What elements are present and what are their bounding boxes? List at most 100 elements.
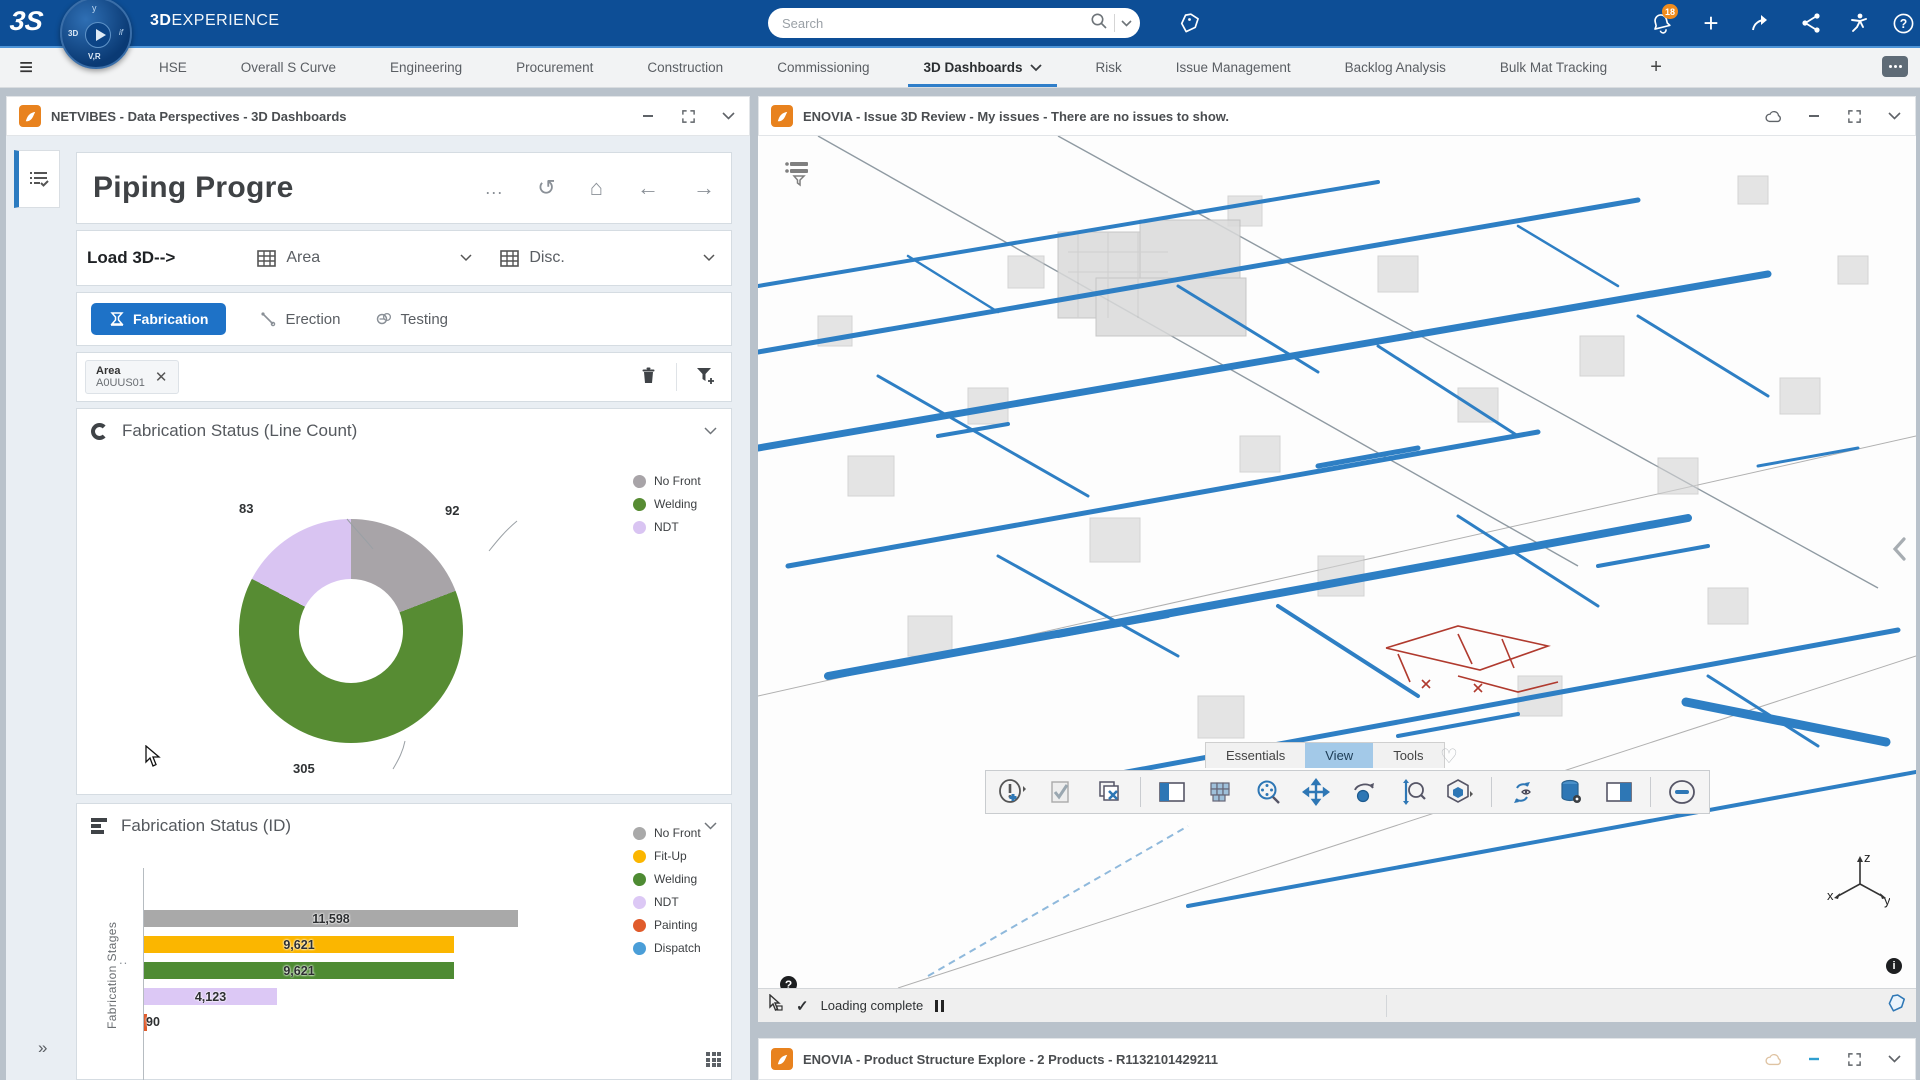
back-arrow-icon[interactable]: ← <box>637 175 659 200</box>
dassault-3ds-logo[interactable]: 3S <box>8 6 45 36</box>
3dexperience-compass[interactable]: y 3D if V,R <box>60 0 132 69</box>
tag-icon[interactable] <box>1176 10 1202 36</box>
minimize-icon[interactable] <box>639 107 657 125</box>
legend-item-welding[interactable]: Welding <box>633 497 701 511</box>
search-icon[interactable] <box>1090 12 1108 35</box>
validate-check-icon[interactable] <box>1044 775 1078 809</box>
more-options-button[interactable]: ... <box>485 177 504 198</box>
tab-issue-management[interactable]: Issue Management <box>1175 60 1291 75</box>
chat-icon[interactable] <box>1882 56 1908 77</box>
viewport-tab-essentials[interactable]: Essentials <box>1226 748 1286 763</box>
tab-3d-dashboards[interactable]: 3D Dashboards <box>896 48 1068 87</box>
tab-erection[interactable]: Erection <box>260 311 341 328</box>
reset-icon[interactable]: ↺ <box>537 175 556 200</box>
bar-welding[interactable]: 9,621 <box>144 962 518 979</box>
zoom-area-icon[interactable] <box>1251 775 1285 809</box>
tag-blue-icon[interactable] <box>1886 993 1906 1018</box>
forward-arrow-icon[interactable]: → <box>693 175 715 200</box>
user-assistance-icon[interactable] <box>1846 10 1872 36</box>
chevron-down-icon[interactable] <box>719 107 737 125</box>
remove-filter-icon[interactable]: ✕ <box>154 369 168 386</box>
viewport-tab-view[interactable]: View <box>1305 743 1374 768</box>
tab-construction[interactable]: Construction <box>647 60 724 75</box>
pointer-cursor-icon[interactable] <box>768 993 784 1017</box>
hide-icon[interactable] <box>1665 775 1699 809</box>
maximize-icon[interactable] <box>1845 1050 1863 1068</box>
pan-icon[interactable] <box>1299 775 1333 809</box>
tab-commissioning[interactable]: Commissioning <box>777 60 870 75</box>
issue-update-icon[interactable] <box>996 775 1030 809</box>
minimize-icon[interactable] <box>1805 1050 1823 1068</box>
minimize-icon[interactable] <box>1805 107 1823 125</box>
piping-3d-scene[interactable] <box>758 136 1916 988</box>
refresh-visibility-icon[interactable] <box>1506 775 1540 809</box>
add-filter-icon[interactable] <box>695 365 717 390</box>
info-icon[interactable]: i <box>1886 958 1902 974</box>
sidebar-filter-tab[interactable] <box>14 150 60 208</box>
collapse-panel-chevron-icon[interactable] <box>1890 536 1910 567</box>
cloud-icon[interactable] <box>1765 107 1783 125</box>
grid-section-icon[interactable] <box>1203 775 1237 809</box>
bar-no-front[interactable]: 11,598 <box>144 910 518 927</box>
tab-procurement[interactable]: Procurement <box>516 60 594 75</box>
search-input[interactable] <box>782 15 1090 31</box>
split-view-icon[interactable] <box>1155 775 1189 809</box>
search-scope-dropdown[interactable] <box>1121 14 1132 32</box>
view-data-grid-icon[interactable] <box>706 1052 723 1069</box>
split-panel-icon[interactable] <box>1602 775 1636 809</box>
viewport-tab-tools[interactable]: Tools <box>1393 748 1424 763</box>
bar-painting[interactable]: 90 <box>144 1014 518 1031</box>
add-content-button[interactable]: + <box>1703 8 1719 38</box>
maximize-icon[interactable] <box>679 107 697 125</box>
tab-hse[interactable]: HSE <box>159 60 187 75</box>
legend-item-ndt[interactable]: NDT <box>633 520 701 534</box>
legend-item-no-front[interactable]: No Front <box>633 826 701 840</box>
legend-item-no-front[interactable]: No Front <box>633 474 701 488</box>
legend-item-welding[interactable]: Welding <box>633 872 701 886</box>
tab-engineering[interactable]: Engineering <box>390 60 463 75</box>
legend-item-fit-up[interactable]: Fit-Up <box>633 849 701 863</box>
bar-fit-up[interactable]: 9,621 <box>144 936 518 953</box>
tab-backlog-analysis[interactable]: Backlog Analysis <box>1344 60 1446 75</box>
maximize-icon[interactable] <box>1845 107 1863 125</box>
add-tab-button[interactable]: + <box>1650 56 1662 78</box>
expand-sidebar-button[interactable]: » <box>38 1038 48 1057</box>
chevron-down-icon[interactable] <box>1885 1050 1903 1068</box>
chevron-down-icon[interactable] <box>704 427 717 435</box>
disc-dropdown[interactable]: Disc. <box>500 249 715 268</box>
bar-ndt[interactable]: 4,123 <box>144 988 518 1005</box>
tab-overall-s-curve[interactable]: Overall S Curve <box>240 60 337 75</box>
legend-item-ndt[interactable]: NDT <box>633 895 701 909</box>
share-icon[interactable] <box>1748 10 1774 36</box>
home-icon[interactable]: ⌂ <box>589 175 603 200</box>
notifications-bell-icon[interactable]: 18 <box>1648 4 1679 36</box>
compass-play-icon[interactable] <box>85 22 111 48</box>
share-network-icon[interactable] <box>1798 10 1824 36</box>
chevron-down-icon[interactable] <box>704 822 717 830</box>
iso-view-icon[interactable] <box>1443 775 1477 809</box>
legend-item-painting[interactable]: Painting <box>633 918 701 932</box>
tab-risk[interactable]: Risk <box>1095 60 1122 75</box>
clear-filters-trash-icon[interactable] <box>639 365 658 390</box>
red-issue-piping[interactable] <box>1385 625 1559 693</box>
tree-filter-icon[interactable] <box>782 158 812 193</box>
area-filter-chip[interactable]: Area A0UUS01 ✕ <box>85 360 179 394</box>
netvibes-panel-title: NETVIBES - Data Perspectives - 3D Dashbo… <box>51 108 347 124</box>
area-dropdown[interactable]: Area <box>257 249 472 268</box>
cloud-icon[interactable] <box>1765 1050 1783 1068</box>
rotate-icon[interactable] <box>1347 775 1381 809</box>
chevron-down-icon[interactable] <box>1885 107 1903 125</box>
favorites-heart-icon[interactable]: ♡ <box>1440 746 1458 768</box>
tab-testing[interactable]: Testing <box>375 310 448 328</box>
3d-viewport[interactable]: Essentials View Tools ♡ <box>758 136 1916 988</box>
legend-item-dispatch[interactable]: Dispatch <box>633 941 701 955</box>
tab-fabrication[interactable]: Fabrication <box>91 303 227 335</box>
zoom-in-out-icon[interactable] <box>1395 775 1429 809</box>
tab-bulk-mat-tracking[interactable]: Bulk Mat Tracking <box>1499 60 1608 75</box>
hamburger-menu-icon[interactable]: ≡ <box>18 53 33 81</box>
help-icon[interactable]: ? <box>1890 10 1916 36</box>
database-icon[interactable] <box>1554 775 1588 809</box>
pause-icon[interactable] <box>935 999 945 1012</box>
help-question-icon[interactable]: ? <box>780 976 797 988</box>
remove-overlays-icon[interactable] <box>1092 775 1126 809</box>
